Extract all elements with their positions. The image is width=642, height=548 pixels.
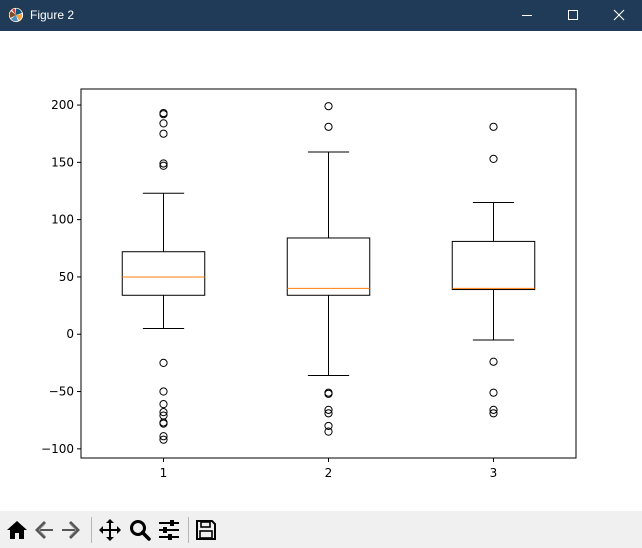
flier-point (489, 405, 498, 414)
x-tick-label: 2 (325, 466, 333, 480)
pan-button[interactable] (97, 517, 123, 543)
axes-frame (80, 88, 577, 459)
sliders-icon (159, 520, 179, 540)
flier-point (159, 161, 168, 170)
configure-subplots-button[interactable] (156, 517, 182, 543)
box (286, 237, 371, 296)
forward-arrow-icon (62, 521, 80, 539)
flier-point (489, 122, 498, 131)
x-tick-label: 1 (160, 466, 168, 480)
flier-point (159, 387, 168, 396)
flier-point (159, 408, 168, 417)
flier-point (324, 421, 333, 431)
flier-point (324, 409, 333, 418)
home-icon (7, 521, 27, 539)
minimize-icon (522, 15, 532, 16)
boxplot-3 (451, 122, 536, 418)
flier-point (159, 435, 168, 444)
zoom-button[interactable] (127, 517, 153, 543)
flier-point (159, 159, 168, 168)
x-axis-ticks: 1 2 3 (160, 458, 498, 480)
toolbar-separator (91, 517, 92, 543)
x-tick-label: 3 (490, 466, 498, 480)
back-arrow-icon (35, 521, 53, 539)
title-bar[interactable]: Figure 2 (0, 0, 642, 31)
close-button[interactable] (596, 0, 642, 31)
flier-point (324, 405, 333, 414)
back-button[interactable] (31, 517, 57, 543)
flier-point (159, 110, 168, 119)
boxplot-2 (286, 102, 371, 436)
flier-point (489, 388, 498, 397)
axes (80, 88, 577, 459)
y-tick-label: −100 (41, 442, 74, 456)
flier-point (489, 357, 498, 366)
maximize-icon (568, 10, 578, 20)
home-button[interactable] (4, 517, 30, 543)
boxplot-chart: −100 −50 0 50 100 150 200 1 2 3 (41, 88, 577, 480)
y-axis-ticks: −100 −50 0 50 100 150 200 (41, 98, 81, 456)
minimize-button[interactable] (504, 0, 550, 31)
floppy-disk-icon (196, 520, 216, 540)
toolbar-separator (188, 517, 189, 543)
y-tick-label: 150 (51, 155, 74, 169)
flier-point (159, 432, 168, 441)
figure-canvas[interactable]: −100 −50 0 50 100 150 200 1 2 3 (1, 31, 641, 511)
flier-point (324, 389, 333, 398)
boxplot-1 (121, 108, 206, 444)
y-tick-label: −50 (49, 385, 74, 399)
y-tick-label: 200 (51, 98, 74, 112)
window-title: Figure 2 (30, 8, 75, 22)
flier-point (159, 129, 168, 138)
box (121, 251, 206, 296)
move-icon (99, 519, 121, 541)
y-tick-label: 50 (59, 270, 74, 284)
flier-point (489, 409, 498, 418)
save-button[interactable] (193, 517, 219, 543)
matplotlib-app-icon (8, 7, 24, 23)
close-icon (613, 9, 625, 21)
flier-point (489, 154, 498, 164)
navigation-toolbar (0, 511, 642, 548)
magnifier-icon (130, 520, 151, 541)
box (451, 240, 536, 291)
y-tick-label: 0 (66, 327, 74, 341)
boxes (121, 102, 536, 444)
flier-point (324, 122, 333, 131)
y-tick-label: 100 (51, 213, 74, 227)
flier-point (159, 400, 168, 409)
forward-button[interactable] (58, 517, 84, 543)
flier-point (324, 102, 333, 111)
flier-point (159, 119, 168, 128)
maximize-button[interactable] (550, 0, 596, 31)
flier-point (324, 427, 333, 436)
flier-point (159, 358, 168, 367)
flier-point (159, 419, 168, 428)
